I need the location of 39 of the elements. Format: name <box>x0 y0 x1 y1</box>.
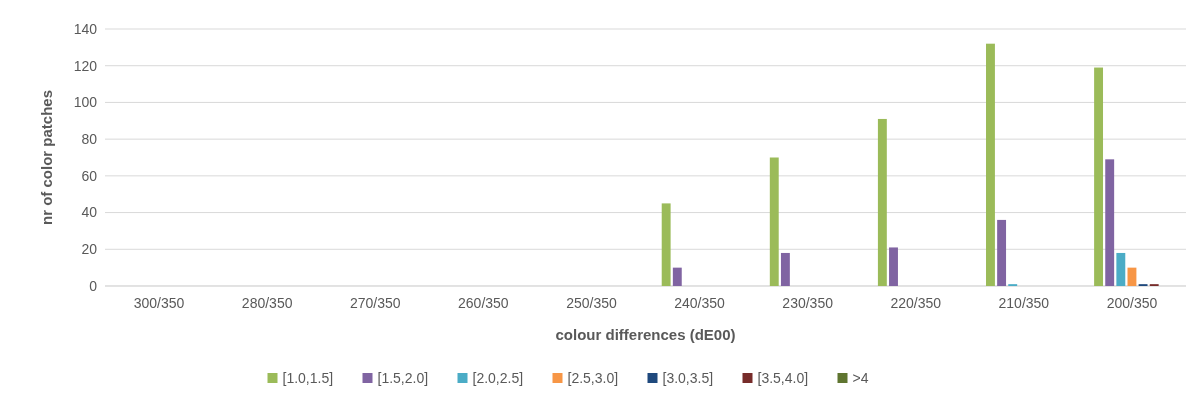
y-axis-title: nr of color patches <box>38 89 55 226</box>
x-tick-label: 220/350 <box>890 295 942 311</box>
bar <box>1116 252 1126 286</box>
y-tick-label: 100 <box>73 94 98 111</box>
bar <box>1127 267 1137 286</box>
y-tick-label: 60 <box>81 167 98 184</box>
y-tick-label: 120 <box>73 57 98 74</box>
legend-label: [2.5,3.0] <box>567 369 619 386</box>
legend-label: [3.0,3.5] <box>662 369 714 386</box>
bar <box>1105 159 1115 286</box>
x-tick-label: 280/350 <box>241 295 293 311</box>
y-tick-label: 140 <box>73 20 98 37</box>
bar <box>997 219 1007 286</box>
bar <box>780 252 790 286</box>
x-tick-label: 230/350 <box>782 295 834 311</box>
bar <box>672 267 682 286</box>
bar <box>986 43 995 286</box>
x-axis-title: colour differences (dE00) <box>555 326 736 343</box>
bar <box>661 203 671 286</box>
legend-label: [1.0,1.5] <box>282 369 334 386</box>
legend-label: [2.0,2.5] <box>472 369 524 386</box>
legend-label: [3.5,4.0] <box>757 369 809 386</box>
y-tick-label: 0 <box>89 277 98 294</box>
y-tick-label: 20 <box>81 241 98 258</box>
x-tick-label: 300/350 <box>133 295 185 311</box>
x-tick-label: 250/350 <box>566 295 617 311</box>
x-tick-label: 270/350 <box>349 295 401 311</box>
y-tick-label: 40 <box>81 204 98 221</box>
x-tick-label: 210/350 <box>998 295 1050 311</box>
y-tick-label: 80 <box>81 131 98 148</box>
bar <box>889 247 898 286</box>
legend-label: >4 <box>852 369 869 386</box>
bar <box>1094 67 1104 286</box>
x-tick-label: 200/350 <box>1106 295 1158 311</box>
x-tick-label: 260/350 <box>458 295 509 311</box>
bar <box>769 157 779 286</box>
bar <box>877 118 887 286</box>
x-tick-label: 240/350 <box>674 295 726 311</box>
legend-label: [1.5,2.0] <box>377 369 429 386</box>
